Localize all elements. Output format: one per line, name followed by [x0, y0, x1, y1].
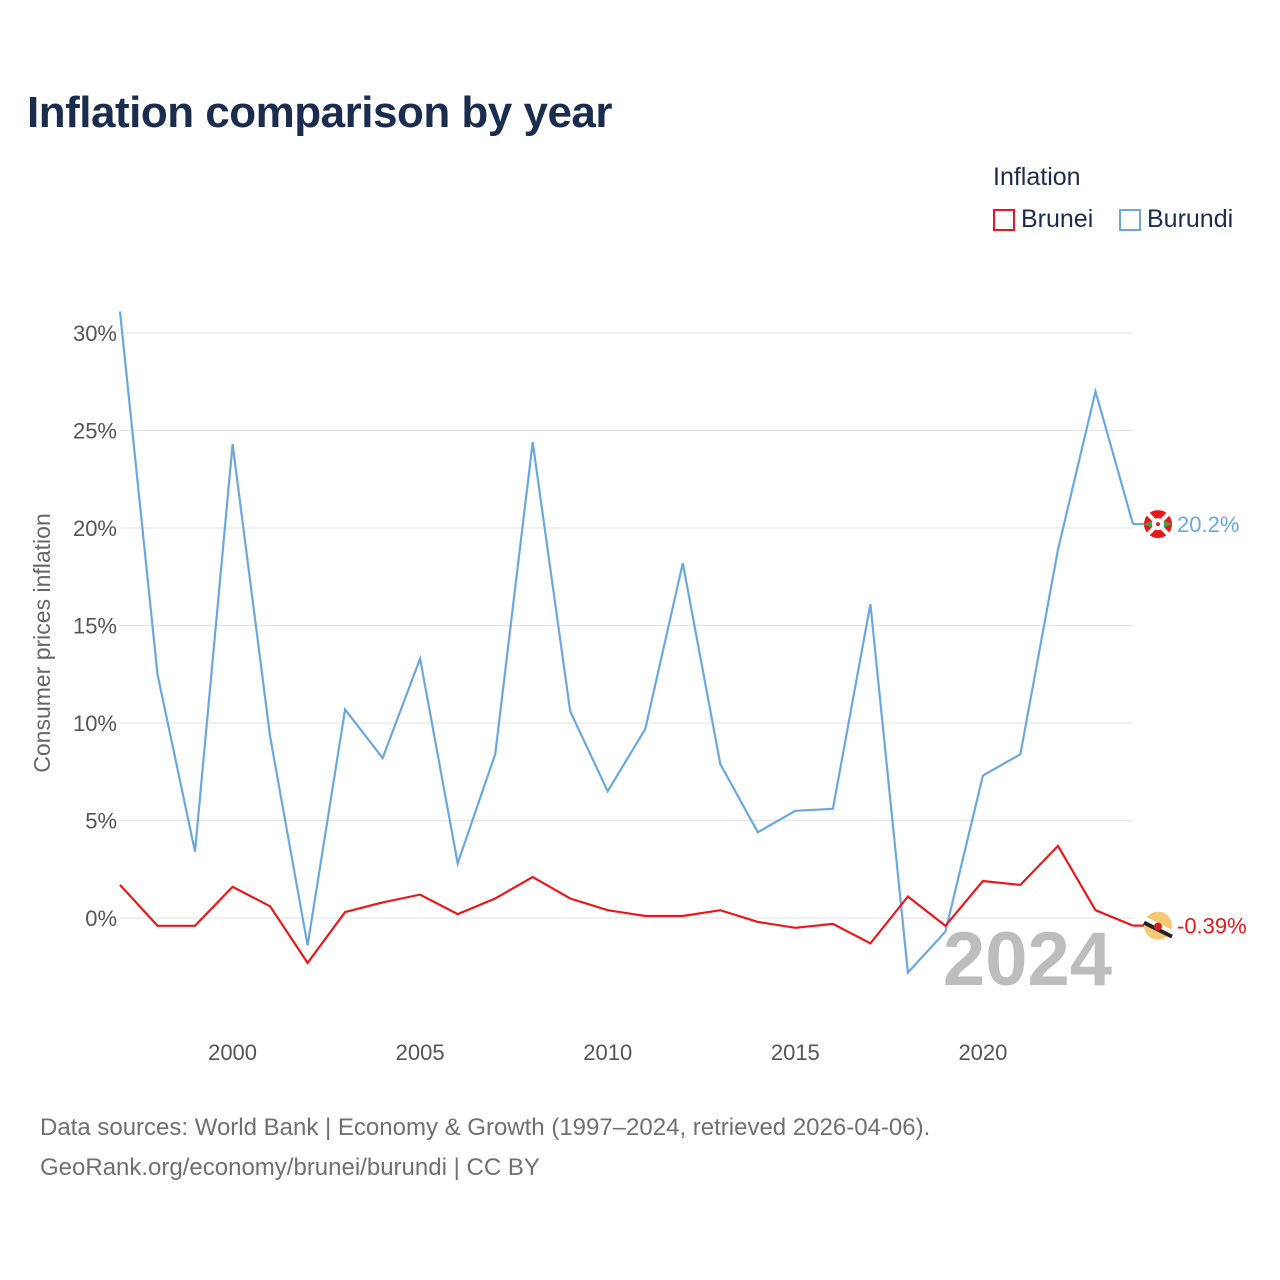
y-tick-label: 0%: [85, 906, 117, 931]
legend-swatch-brunei: [993, 208, 1015, 231]
y-tick-label: 20%: [73, 516, 117, 541]
series-line-burundi[interactable]: [118, 311, 1135, 976]
current-year-watermark: 2024: [943, 917, 1112, 1002]
y-tick-label: 25%: [73, 419, 117, 444]
x-tick-label: 2000: [208, 1040, 257, 1065]
x-axis-ticks: 2000 2005 2010 2015 2020: [208, 1040, 1007, 1065]
y-axis-ticks: 0% 5% 10% 15% 20% 25% 30%: [73, 321, 117, 931]
chart-title: Inflation comparison by year: [27, 88, 613, 137]
flag-brunei-icon: [1142, 911, 1174, 940]
x-tick-label: 2020: [958, 1040, 1007, 1065]
legend-title: Inflation: [993, 163, 1081, 191]
legend-swatch-burundi: [1119, 208, 1141, 231]
series-lines: [118, 311, 1135, 976]
source-line-1: Data sources: World Bank | Economy & Gro…: [40, 1114, 931, 1141]
legend-label-brunei: Brunei: [1021, 205, 1094, 233]
y-tick-label: 10%: [73, 711, 117, 736]
x-tick-label: 2015: [771, 1040, 820, 1065]
y-tick-label: 15%: [73, 614, 117, 639]
y-tick-label: 30%: [73, 321, 117, 346]
source-line-2: GeoRank.org/economy/brunei/burundi | CC …: [40, 1154, 540, 1181]
y-axis-title: Consumer prices inflation: [29, 513, 55, 773]
legend-item-brunei[interactable]: Brunei: [993, 205, 1093, 234]
flag-burundi-icon: [1144, 510, 1172, 539]
y-tick-label: 5%: [85, 809, 117, 834]
series-line-brunei[interactable]: [119, 844, 1134, 965]
end-marker-burundi: 20.2%: [1133, 510, 1239, 539]
x-tick-label: 2005: [396, 1040, 445, 1065]
grid-lines: [120, 332, 1133, 919]
end-value-label-brunei: -0.39%: [1177, 914, 1247, 939]
end-value-label-burundi: 20.2%: [1177, 512, 1239, 537]
source-note: Data sources: World Bank | Economy & Gro…: [40, 1108, 930, 1188]
end-markers: 20.2% -0.39%: [1133, 510, 1247, 940]
legend-label-burundi: Burundi: [1147, 205, 1234, 233]
x-tick-label: 2010: [583, 1040, 632, 1065]
end-marker-brunei: -0.39%: [1133, 911, 1247, 940]
legend-item-burundi[interactable]: Burundi: [1119, 205, 1233, 234]
